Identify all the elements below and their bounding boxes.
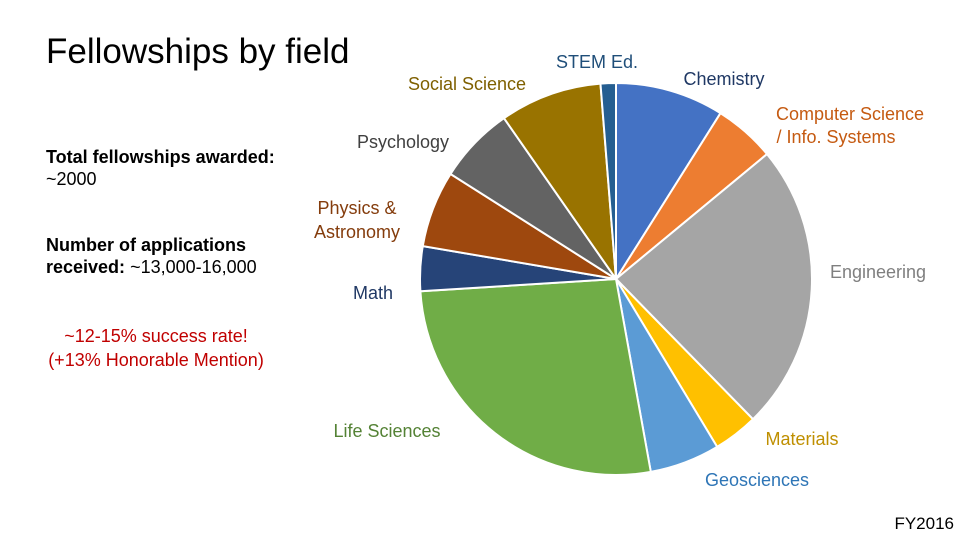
success-rate-line: ~12-15% success rate! [64, 326, 248, 346]
total-fellowships-value: ~2000 [46, 169, 97, 189]
applications-value: ~13,000-16,000 [130, 257, 257, 277]
total-fellowships-text: Total fellowships awarded: ~2000 [46, 146, 275, 190]
slice-label-computer-science-info-systems-line2: / Info. Systems [776, 127, 895, 147]
pie-slice-chemistry [615, 81, 722, 283]
pie-slice-stem-ed [599, 81, 617, 280]
slice-label-physics-astronomy-line2: Astronomy [314, 222, 400, 242]
slice-label-computer-science-info-systems-line1: Computer Science [776, 104, 924, 124]
applications-label-line2: received: [46, 257, 126, 277]
pie-slice-life-sciences [419, 277, 652, 476]
slice-label-psychology: Psychology [357, 132, 449, 152]
applications-text: Number of applications received: ~13,000… [46, 234, 257, 278]
slice-label-stem-ed: STEM Ed. [556, 52, 638, 72]
slice-label-geosciences: Geosciences [705, 470, 809, 490]
fiscal-year-label: FY2016 [894, 514, 954, 533]
honorable-mention-line: (+13% Honorable Mention) [48, 350, 264, 370]
slice-label-social-science: Social Science [408, 74, 526, 94]
slide-title: Fellowships by field [46, 32, 350, 71]
slice-label-math: Math [353, 283, 393, 303]
slice-label-life-sciences: Life Sciences [333, 421, 440, 441]
slice-label-chemistry: Chemistry [683, 69, 764, 89]
slice-label-physics-astronomy-line1: Physics & [317, 198, 396, 218]
total-fellowships-label: Total fellowships awarded: [46, 147, 275, 167]
slice-label-engineering: Engineering [830, 262, 926, 282]
success-rate-text: ~12-15% success rate! (+13% Honorable Me… [36, 324, 276, 372]
slice-label-materials: Materials [765, 429, 838, 449]
pie-slice-engineering [614, 152, 813, 421]
applications-label-line1: Number of applications [46, 235, 247, 255]
pie-slice-social-science [502, 82, 618, 283]
